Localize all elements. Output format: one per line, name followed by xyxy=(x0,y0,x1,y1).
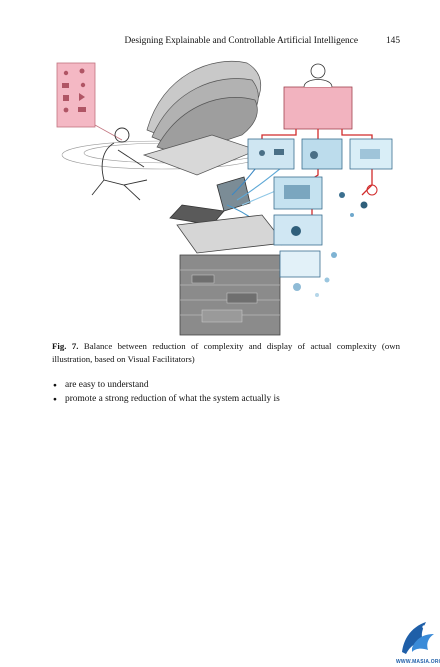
masia-bird-icon xyxy=(402,622,434,654)
bullet-list: are easy to understand promote a strong … xyxy=(52,379,402,406)
watermark-logo: WWW.MASIA.ORG xyxy=(396,618,440,667)
panel-icons xyxy=(259,149,380,236)
data-dots xyxy=(293,184,378,297)
sitting-person-sketch xyxy=(91,127,148,201)
running-head: Designing Explainable and Controllable A… xyxy=(50,36,400,50)
watermark-text: WWW.MASIA.ORG xyxy=(396,659,440,665)
stakeholder-box xyxy=(283,63,353,130)
figure-caption: Fig. 7. Balance between reduction of com… xyxy=(52,340,400,365)
server-structure xyxy=(176,214,285,336)
figure-illustration xyxy=(56,60,393,336)
layered-wing-shapes xyxy=(142,60,262,176)
bullet-item: promote a strong reduction of what the s… xyxy=(52,393,402,407)
figure-caption-text: Balance between reduction of complexity … xyxy=(52,341,401,364)
page-number: 145 xyxy=(385,36,400,46)
running-head-title: Designing Explainable and Controllable A… xyxy=(124,36,358,46)
pink-icon-panel xyxy=(56,62,123,141)
bullet-item: are easy to understand xyxy=(52,379,402,393)
figure-label: Fig. 7. xyxy=(52,341,79,351)
